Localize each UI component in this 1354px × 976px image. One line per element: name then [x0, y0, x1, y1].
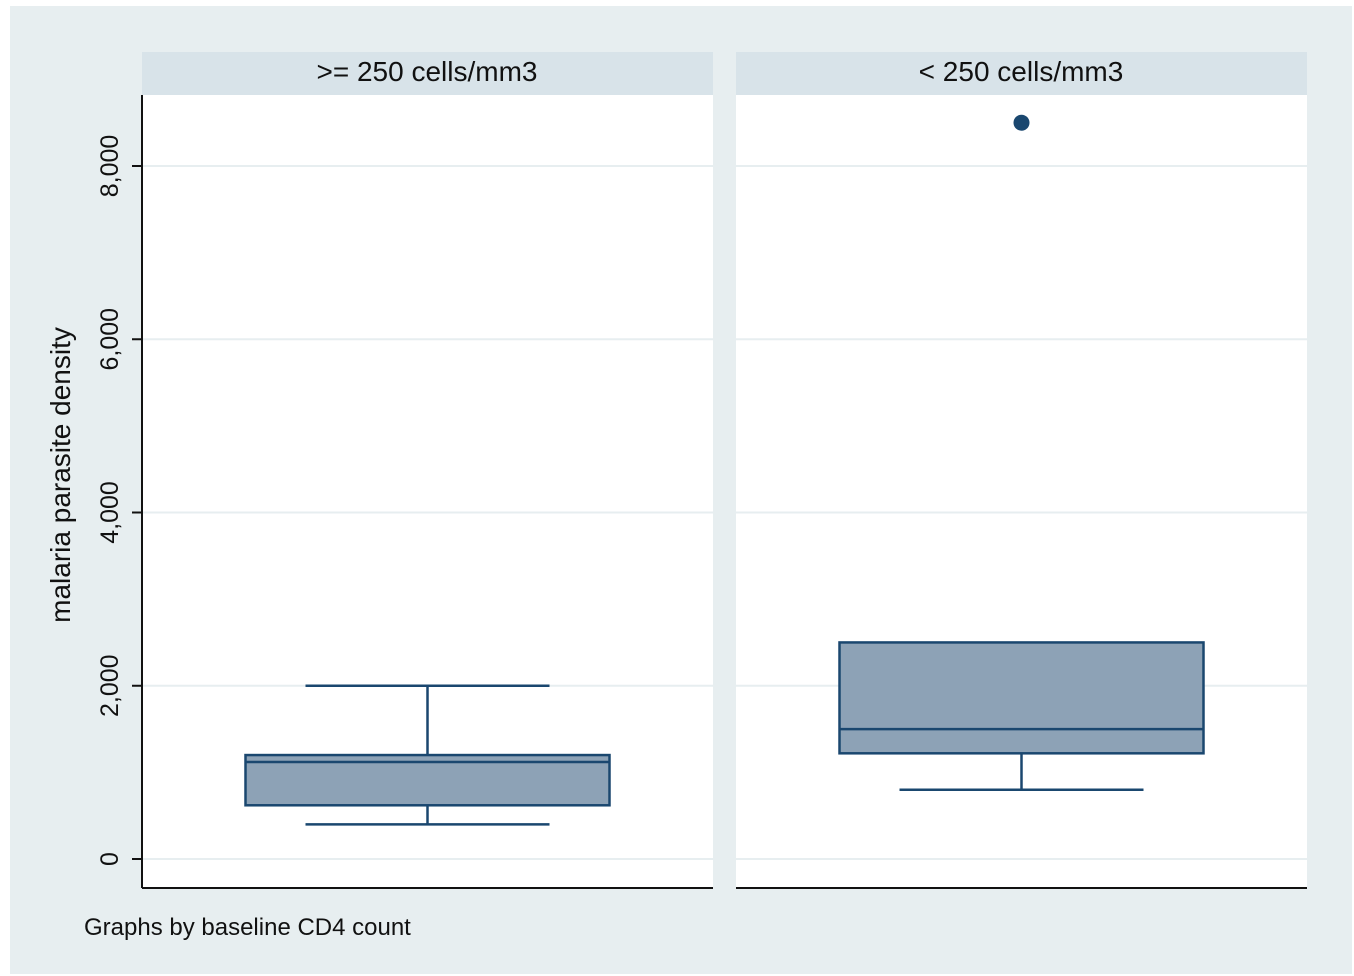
y-tick-label: 2,000 [96, 654, 124, 717]
y-axis-label: malaria parasite density [45, 327, 76, 623]
y-tick-label: 4,000 [96, 481, 124, 544]
panel-title: < 250 cells/mm3 [919, 56, 1124, 87]
panel-0: >= 250 cells/mm3 [142, 52, 713, 888]
y-tick-label: 8,000 [96, 135, 124, 198]
panel-strip [736, 52, 1307, 95]
panel-title: >= 250 cells/mm3 [317, 56, 538, 87]
iqr-box [244, 753, 611, 807]
panel-strip [142, 52, 713, 95]
y-ticks: 0 2,000 4,000 6,000 8,000 [96, 135, 142, 866]
box-group [838, 114, 1205, 791]
box-group [244, 684, 611, 826]
graph-note: Graphs by baseline CD4 count [84, 914, 411, 941]
panel-1: < 250 cells/mm3 [736, 52, 1307, 888]
y-tick-label: 6,000 [96, 308, 124, 371]
y-tick-label: 0 [96, 852, 124, 866]
iqr-box [838, 641, 1205, 755]
gridlines [736, 165, 1307, 860]
outlier-point [1013, 114, 1030, 131]
